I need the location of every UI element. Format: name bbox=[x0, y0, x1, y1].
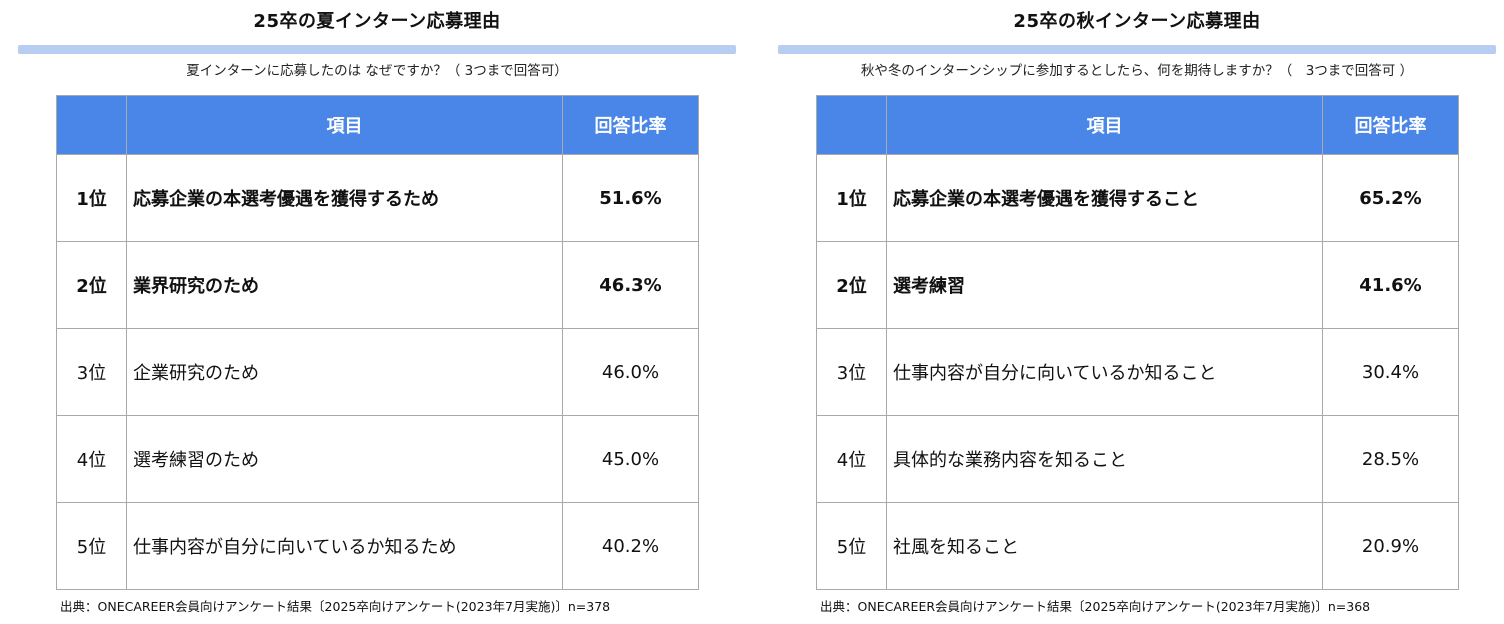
table-row: 3位 企業研究のため 46.0% bbox=[56, 328, 699, 416]
rank-cell: 1位 bbox=[56, 154, 127, 242]
rank-cell: 3位 bbox=[56, 328, 127, 416]
rate-cell: 40.2% bbox=[562, 502, 699, 590]
header-item: 項目 bbox=[126, 95, 563, 155]
rate-cell: 45.0% bbox=[562, 415, 699, 503]
rank-cell: 5位 bbox=[816, 502, 887, 590]
item-cell: 企業研究のため bbox=[126, 328, 563, 416]
rank-cell: 4位 bbox=[56, 415, 127, 503]
item-cell: 社風を知ること bbox=[886, 502, 1323, 590]
survey-question: 夏インターンに応募したのは なぜですか？（ 3つまで回答可） bbox=[186, 63, 568, 79]
table-row: 1位 応募企業の本選考優遇を獲得するため 51.6% bbox=[56, 154, 699, 242]
rank-cell: 3位 bbox=[816, 328, 887, 416]
title-underline-bar bbox=[18, 45, 736, 54]
rank-cell: 5位 bbox=[56, 502, 127, 590]
item-cell: 応募企業の本選考優遇を獲得するため bbox=[126, 154, 563, 242]
table-row: 1位 応募企業の本選考優遇を獲得すること 65.2% bbox=[816, 154, 1459, 242]
item-cell: 具体的な業務内容を知ること bbox=[886, 415, 1323, 503]
rate-cell: 30.4% bbox=[1322, 328, 1459, 416]
source-note: 出典：ONECAREER会員向けアンケート結果〔2025卒向けアンケート(202… bbox=[60, 599, 611, 614]
ranking-table: 項目 回答比率 1位 応募企業の本選考優遇を獲得すること 65.2% 2位 選考… bbox=[816, 95, 1459, 590]
rate-cell: 46.0% bbox=[562, 328, 699, 416]
header-rank bbox=[56, 95, 127, 155]
table-row: 5位 社風を知ること 20.9% bbox=[816, 502, 1459, 590]
rate-cell: 51.6% bbox=[562, 154, 699, 242]
table-row: 4位 選考練習のため 45.0% bbox=[56, 415, 699, 503]
item-cell: 応募企業の本選考優遇を獲得すること bbox=[886, 154, 1323, 242]
table-row: 3位 仕事内容が自分に向いているか知ること 30.4% bbox=[816, 328, 1459, 416]
header-rank bbox=[816, 95, 887, 155]
header-item: 項目 bbox=[886, 95, 1323, 155]
rate-cell: 41.6% bbox=[1322, 241, 1459, 329]
item-cell: 業界研究のため bbox=[126, 241, 563, 329]
rate-cell: 20.9% bbox=[1322, 502, 1459, 590]
rank-cell: 2位 bbox=[56, 241, 127, 329]
rank-cell: 2位 bbox=[816, 241, 887, 329]
header-rate: 回答比率 bbox=[1322, 95, 1459, 155]
panel-title: 25卒の夏インターン応募理由 bbox=[253, 11, 501, 32]
table-header-row: 項目 回答比率 bbox=[816, 95, 1459, 155]
rank-cell: 4位 bbox=[816, 415, 887, 503]
item-cell: 選考練習 bbox=[886, 241, 1323, 329]
item-cell: 仕事内容が自分に向いているか知るため bbox=[126, 502, 563, 590]
item-cell: 仕事内容が自分に向いているか知ること bbox=[886, 328, 1323, 416]
item-cell: 選考練習のため bbox=[126, 415, 563, 503]
ranking-table: 項目 回答比率 1位 応募企業の本選考優遇を獲得するため 51.6% 2位 業界… bbox=[56, 95, 699, 590]
rate-cell: 65.2% bbox=[1322, 154, 1459, 242]
table-header-row: 項目 回答比率 bbox=[56, 95, 699, 155]
table-row: 2位 業界研究のため 46.3% bbox=[56, 241, 699, 329]
table-row: 2位 選考練習 41.6% bbox=[816, 241, 1459, 329]
table-row: 4位 具体的な業務内容を知ること 28.5% bbox=[816, 415, 1459, 503]
survey-question: 秋や冬のインターンシップに参加するとしたら、何を期待しますか？（ 3つまで回答可… bbox=[860, 63, 1414, 79]
title-underline-bar bbox=[778, 45, 1496, 54]
rate-cell: 28.5% bbox=[1322, 415, 1459, 503]
table-row: 5位 仕事内容が自分に向いているか知るため 40.2% bbox=[56, 502, 699, 590]
header-rate: 回答比率 bbox=[562, 95, 699, 155]
source-note: 出典：ONECAREER会員向けアンケート結果〔2025卒向けアンケート(202… bbox=[820, 599, 1371, 614]
rank-cell: 1位 bbox=[816, 154, 887, 242]
rate-cell: 46.3% bbox=[562, 241, 699, 329]
panel-title: 25卒の秋インターン応募理由 bbox=[1013, 11, 1261, 32]
